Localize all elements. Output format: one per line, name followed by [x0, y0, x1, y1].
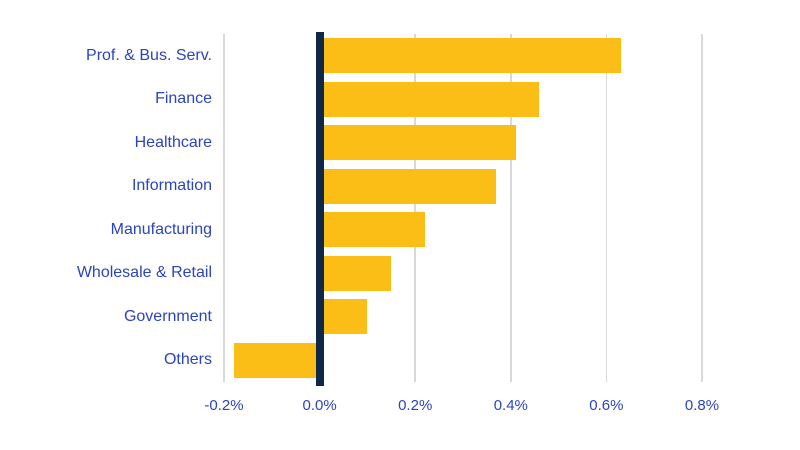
- gridline-0.2%: [414, 34, 416, 382]
- plot-area: Prof. & Bus. Serv. Finance Healthcare Infor…: [77, 32, 719, 414]
- category-label-healthcare: Healthcare: [134, 133, 212, 151]
- bar-healthcare: [319, 125, 516, 161]
- bar-wholesale-retail: [319, 255, 392, 291]
- bar-finance: [319, 81, 540, 117]
- x-tick-label-0.6%: 0.6%: [589, 397, 624, 414]
- x-tick-label-0.8%: 0.8%: [684, 397, 720, 414]
- category-label-prof-bus-serv: Prof. & Bus. Serv.: [86, 46, 212, 64]
- x-tick-label--0.2%: -0.2%: [204, 397, 244, 414]
- category-label-information: Information: [131, 177, 212, 195]
- category-label-others: Others: [163, 351, 212, 369]
- gridline--0.2%: [223, 34, 225, 382]
- gridline-0.6%: [605, 34, 608, 382]
- category-label-wholesale-retail: Wholesale & Retail: [76, 264, 212, 282]
- category-label-finance: Finance: [155, 90, 212, 108]
- bar-others: [233, 342, 320, 378]
- bar-government: [319, 299, 368, 335]
- x-tick-label-0.4%: 0.4%: [493, 397, 528, 414]
- x-tick-label-0.2%: 0.2%: [398, 397, 433, 414]
- category-label-government: Government: [123, 307, 212, 325]
- x-tick-label-0.0%: 0.0%: [302, 397, 337, 414]
- category-label-manufacturing: Manufacturing: [110, 220, 212, 238]
- zero-baseline: [315, 32, 324, 386]
- gridline-0.4%: [510, 34, 512, 382]
- gridline-0.8%: [701, 34, 703, 382]
- bar-manufacturing: [319, 212, 425, 248]
- bar-prof-bus-serv: [319, 38, 621, 74]
- bar-information: [319, 168, 497, 204]
